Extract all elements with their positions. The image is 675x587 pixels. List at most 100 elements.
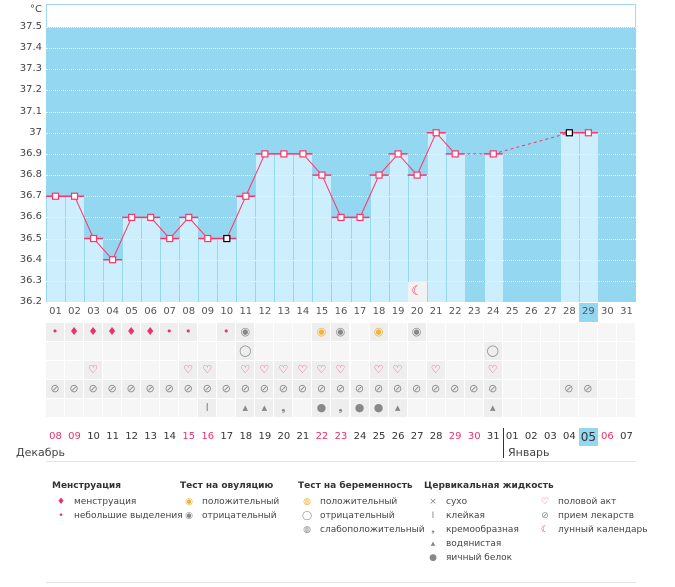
symptom-cell[interactable]: ♡: [236, 361, 255, 379]
symptom-cell[interactable]: ⊘: [141, 380, 160, 398]
date-label[interactable]: 06: [601, 431, 614, 442]
symptom-cell[interactable]: [350, 361, 369, 379]
date-label[interactable]: 10: [87, 431, 100, 442]
symptom-cell[interactable]: [274, 323, 293, 341]
symptom-cell[interactable]: ⊘: [312, 380, 331, 398]
symptom-cell[interactable]: [597, 323, 616, 341]
date-label[interactable]: 21: [296, 431, 310, 442]
symptom-cell[interactable]: ♦: [65, 323, 84, 341]
symptom-cell[interactable]: ♡: [274, 361, 293, 379]
symptom-cell[interactable]: •: [217, 323, 236, 341]
symptom-cell[interactable]: ♦: [122, 323, 141, 341]
symptom-cell[interactable]: ●: [350, 399, 369, 417]
cycle-day-label[interactable]: 22: [448, 306, 462, 317]
symptom-cell[interactable]: [217, 361, 236, 379]
symptom-cell[interactable]: [198, 323, 217, 341]
date-label[interactable]: 02: [524, 431, 538, 442]
symptom-cell[interactable]: [521, 399, 540, 417]
symptom-cell[interactable]: [331, 342, 350, 360]
symptom-cell[interactable]: ♡: [293, 361, 312, 379]
symptom-cell[interactable]: [578, 342, 597, 360]
symptom-cell[interactable]: [540, 342, 559, 360]
date-label[interactable]: 15: [182, 431, 196, 442]
date-label[interactable]: 31: [486, 431, 500, 442]
symptom-cell[interactable]: [388, 342, 407, 360]
symptom-cell[interactable]: [160, 399, 179, 417]
cycle-day-label[interactable]: 11: [239, 306, 253, 317]
symptom-cell[interactable]: ⊘: [46, 380, 64, 398]
symptom-cell[interactable]: ⊘: [198, 380, 217, 398]
symptom-cell[interactable]: ⊘: [103, 380, 122, 398]
date-label[interactable]: 05: [578, 428, 598, 446]
symptom-cell[interactable]: ◯: [236, 342, 255, 360]
date-label[interactable]: 16: [201, 431, 215, 442]
symptom-cell[interactable]: ⊘: [255, 380, 274, 398]
symptom-cell[interactable]: [521, 380, 540, 398]
symptom-cell[interactable]: ♡: [331, 361, 350, 379]
symptom-cell[interactable]: [445, 361, 464, 379]
cycle-day-label[interactable]: 20: [410, 306, 424, 317]
date-label[interactable]: 12: [125, 431, 138, 442]
symptom-cell[interactable]: [597, 342, 616, 360]
symptom-cell[interactable]: [597, 361, 616, 379]
date-label[interactable]: 23: [334, 431, 348, 442]
date-label[interactable]: 30: [467, 431, 481, 442]
symptom-cell[interactable]: [46, 399, 64, 417]
symptom-cell[interactable]: [445, 399, 464, 417]
cycle-day-label[interactable]: 18: [372, 306, 386, 317]
symptom-cell[interactable]: [540, 380, 559, 398]
date-label[interactable]: 22: [315, 431, 329, 442]
cycle-day-label[interactable]: 16: [334, 306, 348, 317]
symptom-cell[interactable]: [464, 323, 483, 341]
cycle-day-label[interactable]: 29: [578, 303, 598, 322]
symptom-cell[interactable]: ⊘: [179, 380, 198, 398]
symptom-cell[interactable]: ⊘: [331, 380, 350, 398]
symptom-cell[interactable]: [540, 361, 559, 379]
cycle-day-label[interactable]: 25: [505, 306, 519, 317]
symptom-cell[interactable]: ◯: [483, 342, 502, 360]
symptom-cell[interactable]: ⊘: [483, 380, 502, 398]
symptom-cell[interactable]: ⊘: [122, 380, 141, 398]
symptom-cell[interactable]: ⊘: [407, 380, 426, 398]
symptom-cell[interactable]: [217, 342, 236, 360]
symptom-cell[interactable]: ●: [312, 399, 331, 417]
cycle-day-label[interactable]: 04: [106, 306, 119, 317]
symptom-cell[interactable]: [521, 361, 540, 379]
symptom-cell[interactable]: [445, 342, 464, 360]
symptom-cell[interactable]: ♡: [312, 361, 331, 379]
symptom-cell[interactable]: [502, 361, 521, 379]
symptom-cell[interactable]: [274, 342, 293, 360]
date-label[interactable]: 09: [68, 431, 81, 442]
symptom-cell[interactable]: ♡: [426, 361, 445, 379]
date-label[interactable]: 29: [448, 431, 462, 442]
symptom-cell[interactable]: ⊘: [84, 380, 103, 398]
symptom-cell[interactable]: ▴: [255, 399, 274, 417]
symptom-cell[interactable]: [407, 342, 426, 360]
cycle-day-label[interactable]: 08: [182, 306, 196, 317]
symptom-cell[interactable]: ▴: [483, 399, 502, 417]
symptom-cell[interactable]: [65, 342, 84, 360]
symptom-cell[interactable]: [179, 342, 198, 360]
symptom-cell[interactable]: [616, 342, 635, 360]
symptom-cell[interactable]: ♡: [198, 361, 217, 379]
symptom-cell[interactable]: [426, 399, 445, 417]
symptom-cell[interactable]: [559, 361, 578, 379]
symptom-cell[interactable]: [293, 323, 312, 341]
date-label[interactable]: 08: [49, 431, 62, 442]
symptom-cell[interactable]: [521, 342, 540, 360]
symptom-cell[interactable]: [464, 342, 483, 360]
cycle-day-label[interactable]: 09: [201, 306, 215, 317]
cycle-day-label[interactable]: 03: [87, 306, 100, 317]
symptom-cell[interactable]: ⊘: [578, 380, 597, 398]
symptom-cell[interactable]: ◉: [331, 323, 350, 341]
symptom-cell[interactable]: [350, 323, 369, 341]
cycle-day-label[interactable]: 10: [220, 306, 234, 317]
date-label[interactable]: 03: [543, 431, 557, 442]
symptom-cell[interactable]: [540, 323, 559, 341]
date-label[interactable]: 18: [239, 431, 253, 442]
symptom-cell[interactable]: [597, 380, 616, 398]
cycle-day-label[interactable]: 17: [353, 306, 367, 317]
symptom-cell[interactable]: ⊘: [217, 380, 236, 398]
symptom-cell[interactable]: [141, 399, 160, 417]
cycle-day-label[interactable]: 02: [68, 306, 81, 317]
